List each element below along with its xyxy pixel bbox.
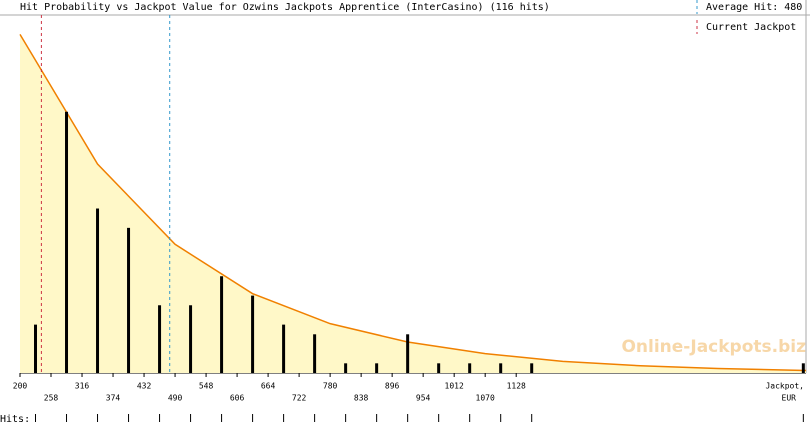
legend-label: Current Jackpot <box>706 22 796 33</box>
bar <box>127 227 131 373</box>
x-tick-label: 838 <box>354 394 369 403</box>
x-tick-label: 200 <box>13 382 28 391</box>
bar <box>96 208 100 373</box>
bar <box>158 305 162 373</box>
bar <box>499 363 503 373</box>
x-tick-label: 432 <box>137 382 152 391</box>
curve-area <box>20 34 806 374</box>
bar <box>468 363 472 373</box>
bar <box>530 363 534 373</box>
bar <box>375 363 379 373</box>
bar <box>313 334 317 373</box>
bar <box>282 324 286 373</box>
x-tick-label: 896 <box>385 382 400 391</box>
bar <box>34 324 38 373</box>
watermark: Online-Jackpots.biz <box>621 337 806 357</box>
chart-title: Hit Probability vs Jackpot Value for Ozw… <box>20 2 550 13</box>
bar <box>220 276 224 373</box>
rug-label: Hits: <box>0 414 30 425</box>
x-tick-label: 1070 <box>476 394 495 403</box>
x-tick-label: 722 <box>292 394 307 403</box>
bar <box>437 363 441 373</box>
x-tick-label: 780 <box>323 382 338 391</box>
bar <box>406 334 410 373</box>
x-tick-label: 1012 <box>445 382 464 391</box>
x-tick-label: 490 <box>168 394 183 403</box>
bar <box>801 363 805 373</box>
x-tick-label: 548 <box>199 382 214 391</box>
x-axis-unit: EUR <box>782 394 797 403</box>
x-tick-label: 954 <box>416 394 431 403</box>
x-tick-label: 1128 <box>507 382 526 391</box>
x-tick-label: 606 <box>230 394 245 403</box>
legend-label: Average Hit: 480 <box>706 2 802 13</box>
x-tick-label: 374 <box>106 394 121 403</box>
x-tick-label: 664 <box>261 382 276 391</box>
bar <box>65 111 69 373</box>
bar <box>344 363 348 373</box>
bar <box>189 305 193 373</box>
x-tick-label: 258 <box>44 394 59 403</box>
x-axis-label: Jackpot, <box>765 382 804 391</box>
bar <box>251 295 255 373</box>
x-tick-label: 316 <box>75 382 90 391</box>
